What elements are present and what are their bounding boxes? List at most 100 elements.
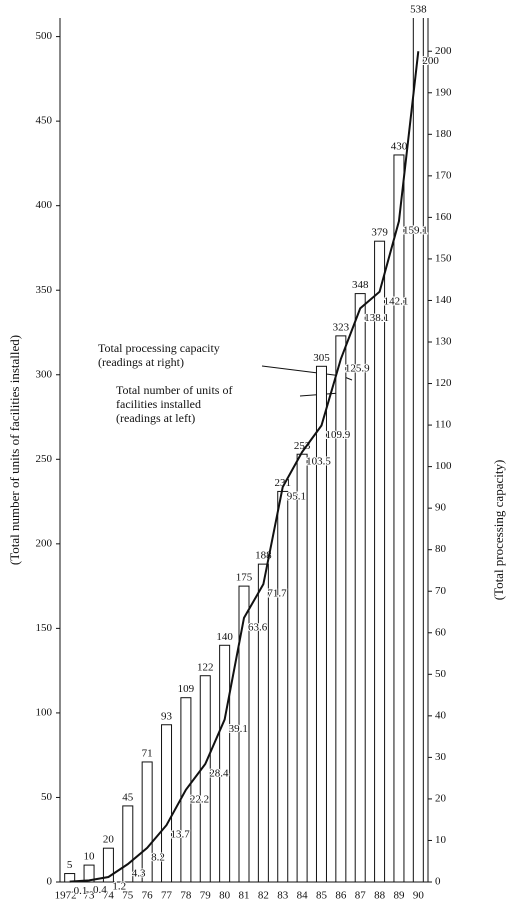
x-tick-label: 83 — [277, 890, 289, 902]
x-tick-label: 79 — [200, 890, 212, 902]
bar-value-label: 109 — [178, 683, 195, 695]
bar — [315, 365, 327, 883]
bar-value-label: 231 — [274, 477, 291, 489]
bar — [161, 724, 173, 883]
y2-tick-label: 60 — [435, 626, 447, 638]
bar — [64, 873, 76, 883]
y-tick-label: 250 — [36, 453, 53, 465]
bar-value-label: 348 — [352, 279, 369, 291]
bar-value-label: 93 — [161, 710, 173, 722]
bar-value-label: 175 — [236, 572, 253, 584]
x-tick-label: 77 — [161, 890, 173, 902]
y2-tick-label: 90 — [435, 502, 447, 514]
y2-tick-label: 200 — [435, 45, 452, 57]
bar-value-label: 71 — [142, 747, 153, 759]
x-tick-label: 80 — [219, 890, 231, 902]
y2-tick-label: 0 — [435, 876, 441, 888]
y-tick-label: 400 — [36, 199, 53, 211]
y2-tick-label: 130 — [435, 336, 452, 348]
line-value-label: 142.1 — [384, 295, 409, 307]
line-value-label: 125.9 — [345, 363, 370, 375]
bar — [199, 675, 211, 883]
bar — [141, 761, 153, 883]
line-value-label: 200 — [422, 55, 439, 67]
bar-value-label: 140 — [216, 631, 233, 643]
y-axis-title: (Total number of units of facilities ins… — [7, 335, 22, 565]
x-tick-label: 89 — [393, 890, 405, 902]
y-tick-label: 150 — [36, 622, 53, 634]
line-value-label: 22.2 — [190, 793, 209, 805]
bar-value-label: 5 — [67, 859, 73, 871]
bar-value-label: 430 — [391, 140, 408, 152]
y2-axis-title: (Total processing capacity) — [491, 460, 506, 601]
x-tick-label: 88 — [374, 890, 386, 902]
y-tick-label: 200 — [36, 537, 53, 549]
bar-value-label: 45 — [122, 791, 134, 803]
y2-tick-label: 50 — [435, 668, 447, 680]
y2-tick-label: 20 — [435, 792, 447, 804]
bar — [296, 453, 308, 883]
line-value-label: 109.9 — [325, 429, 350, 441]
line-value-label: 39.1 — [229, 723, 248, 735]
x-tick-label: 1972 — [55, 890, 77, 902]
bar — [277, 490, 289, 883]
y-tick-label: 350 — [36, 284, 53, 296]
bar — [354, 293, 366, 883]
y-tick-label: 0 — [47, 876, 53, 888]
y2-tick-label: 10 — [435, 834, 447, 846]
bar — [102, 847, 114, 883]
bar-value-label: 379 — [371, 227, 388, 239]
y-tick-label: 50 — [41, 791, 53, 803]
bar — [335, 335, 347, 883]
y-tick-label: 450 — [36, 115, 53, 127]
bar-value-label: 188 — [255, 550, 272, 562]
legend-capacity-note: (readings at right) — [98, 355, 184, 369]
line-value-label: 63.6 — [248, 621, 268, 633]
bar — [122, 805, 134, 883]
x-tick-label: 73 — [84, 890, 96, 902]
y2-tick-label: 110 — [435, 419, 452, 431]
legend-units-note: (readings at left) — [116, 411, 196, 425]
y2-tick-label: 40 — [435, 709, 447, 721]
y-tick-label: 500 — [36, 30, 53, 42]
x-tick-label: 84 — [297, 890, 309, 902]
x-tick-label: 87 — [355, 890, 367, 902]
line-value-label: 71.7 — [267, 588, 287, 600]
y-tick-label: 100 — [36, 706, 53, 718]
bar — [412, 18, 424, 883]
bar-value-label: 323 — [333, 321, 350, 333]
x-tick-label: 82 — [258, 890, 269, 902]
bar — [219, 644, 231, 883]
line-value-label: 159.1 — [403, 225, 428, 237]
y2-tick-label: 180 — [435, 128, 452, 140]
y2-tick-label: 170 — [435, 169, 452, 181]
bar-value-label: 20 — [103, 834, 115, 846]
bar-value-label: 253 — [294, 440, 311, 452]
plot-area — [64, 18, 424, 883]
legend-capacity: Total processing capacity — [98, 341, 220, 355]
y2-tick-label: 100 — [435, 460, 452, 472]
x-tick-label: 78 — [180, 890, 192, 902]
x-tick-label: 90 — [413, 890, 425, 902]
y2-tick-label: 160 — [435, 211, 452, 223]
line-value-label: 8.2 — [151, 851, 165, 863]
y2-tick-label: 150 — [435, 252, 452, 264]
line-value-label: 95.1 — [287, 491, 306, 503]
x-tick-label: 81 — [239, 890, 250, 902]
bar — [83, 864, 95, 883]
x-tick-label: 75 — [122, 890, 134, 902]
line-value-label: 138.1 — [364, 312, 389, 324]
y2-tick-label: 190 — [435, 86, 452, 98]
y2-tick-label: 80 — [435, 543, 447, 555]
bar — [393, 154, 405, 883]
line-value-label: 0.1 — [74, 885, 88, 897]
line-value-label: 1.2 — [112, 881, 126, 893]
y2-tick-label: 30 — [435, 751, 447, 763]
bar — [238, 585, 250, 883]
legend-units: Total number of units of facilities inst… — [116, 383, 233, 411]
bar-value-label: 122 — [197, 661, 214, 673]
bar-value-label: 538 — [410, 4, 427, 16]
line-value-label: 103.5 — [306, 456, 331, 468]
